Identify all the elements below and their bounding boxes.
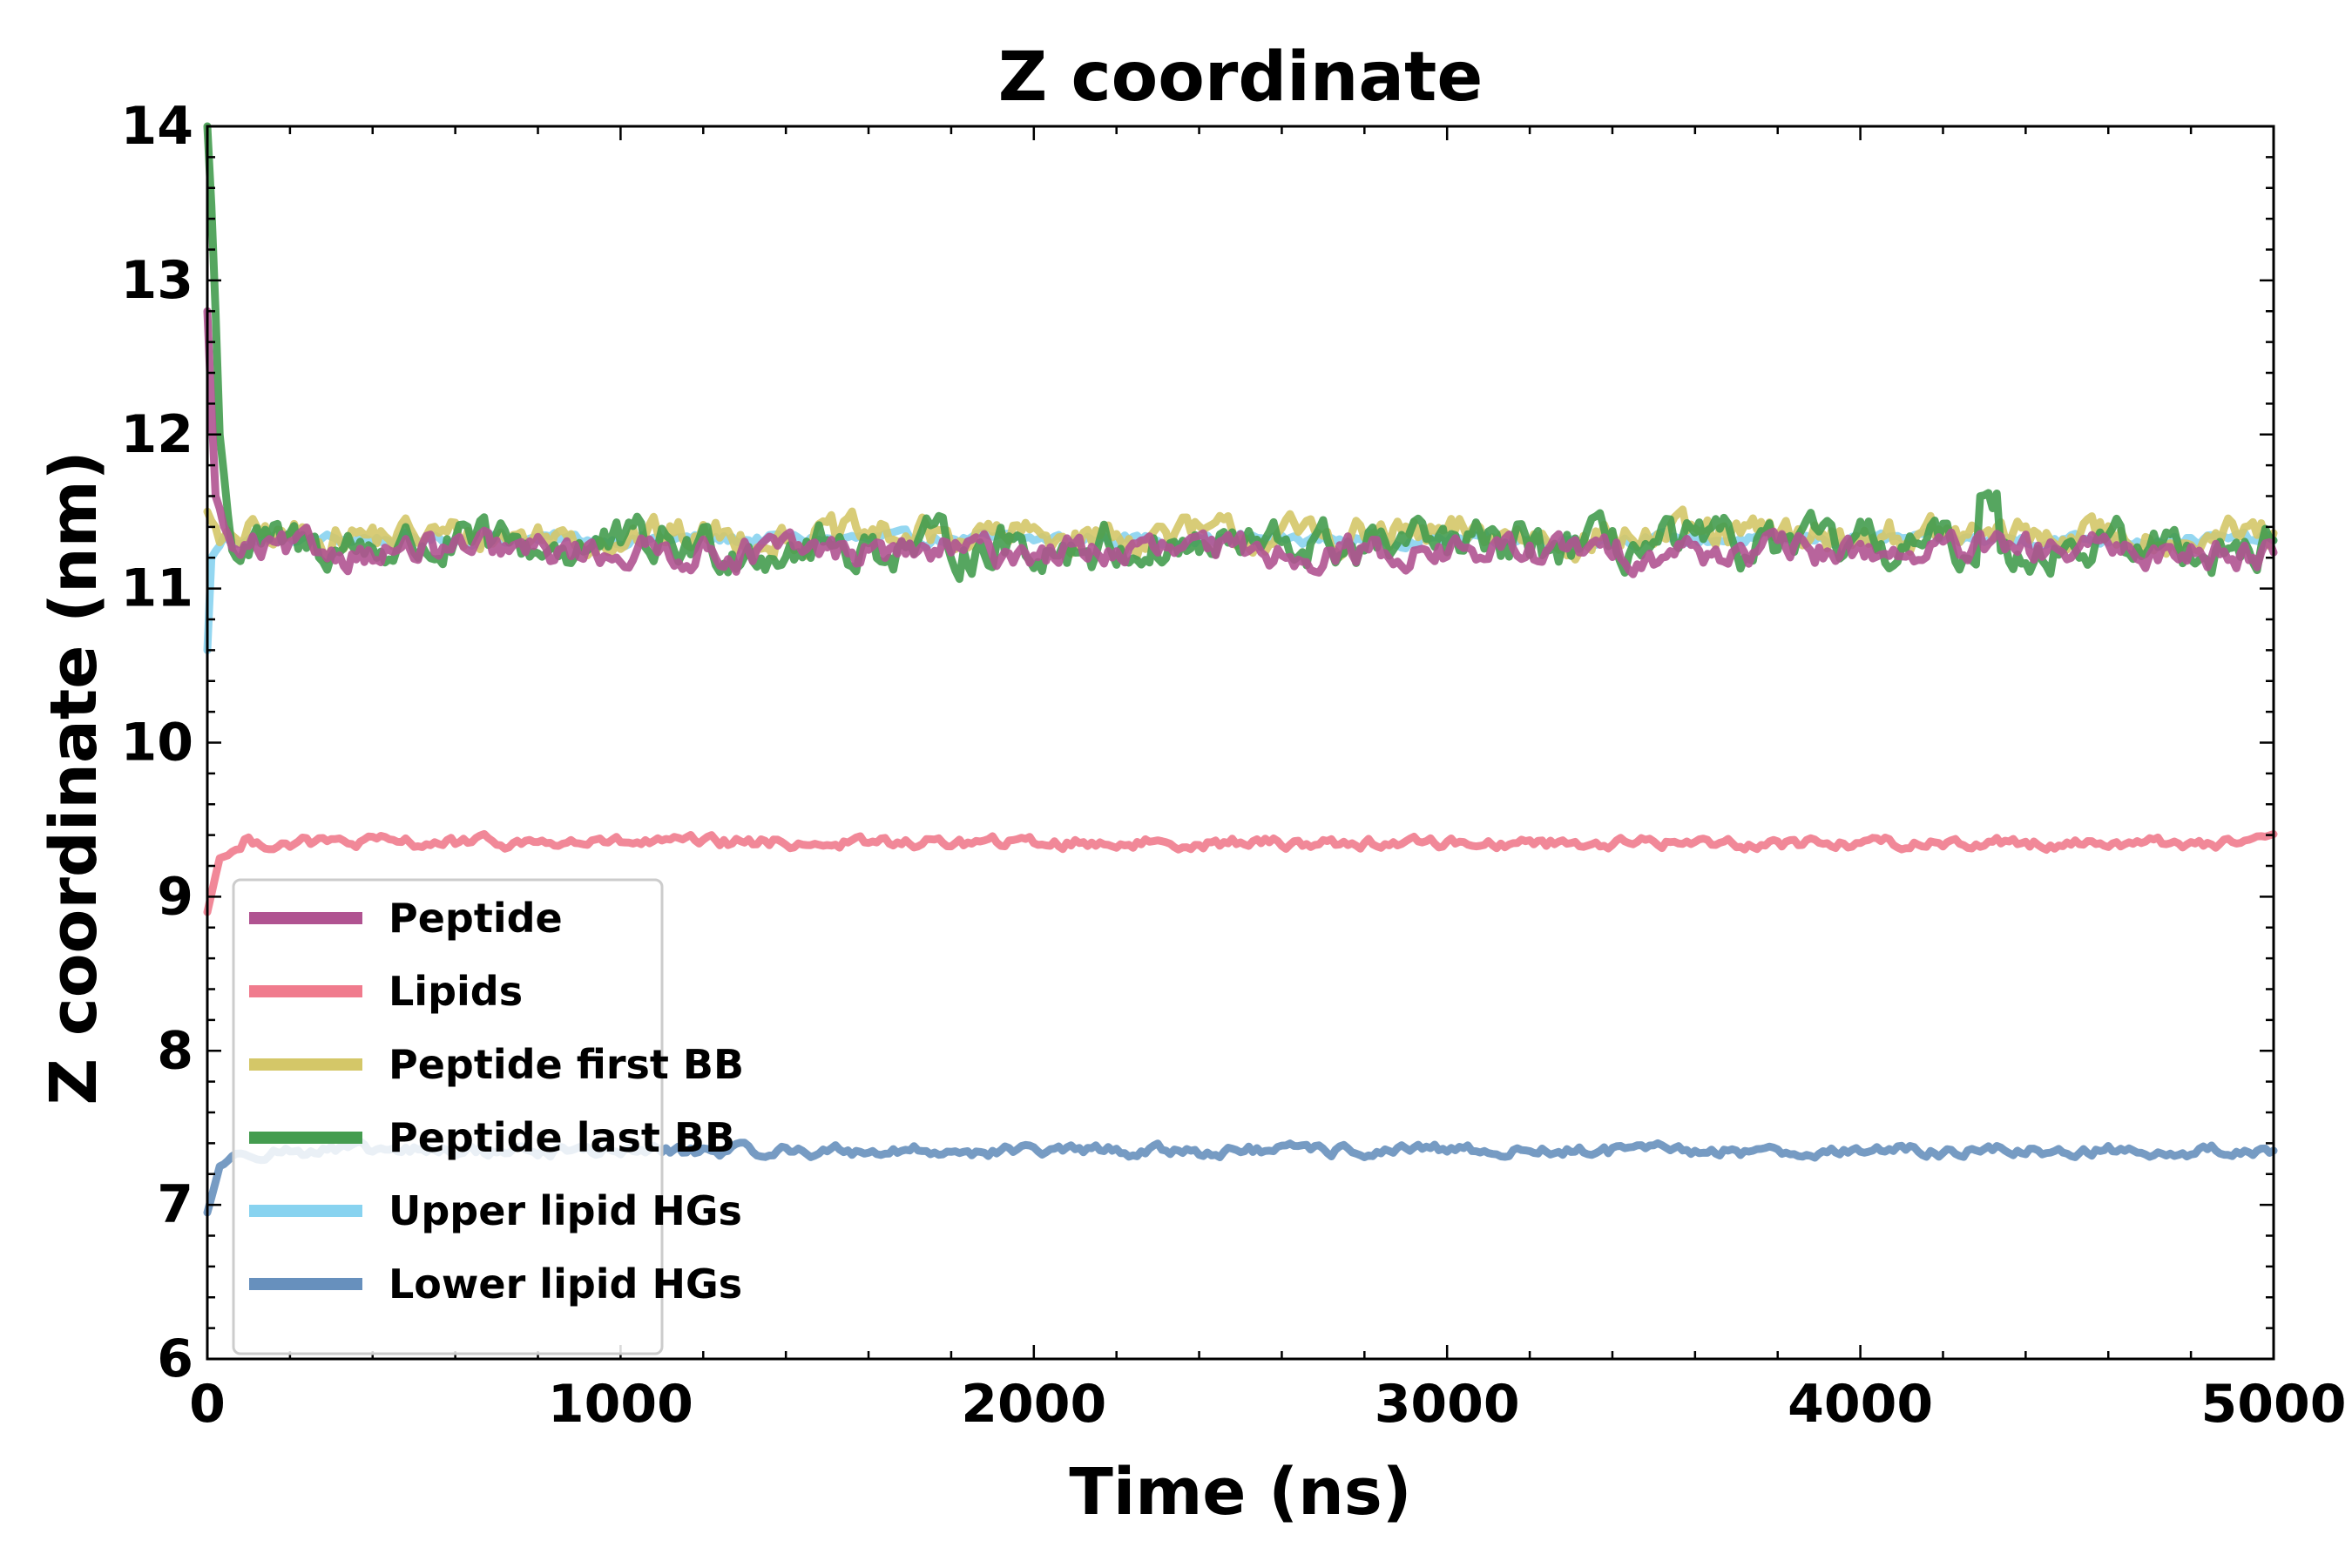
legend-label: Peptide last BB — [389, 1114, 735, 1161]
legend-label: Lipids — [389, 968, 523, 1015]
y-tick-label: 8 — [157, 1020, 193, 1081]
y-tick-label: 11 — [121, 558, 194, 619]
x-tick-label: 5000 — [2201, 1374, 2347, 1435]
legend-box — [232, 878, 664, 1355]
series-line-peptide — [203, 307, 2278, 578]
x-axis-label: Time (ns) — [1069, 1455, 1411, 1530]
chart-title: Z coordinate — [998, 38, 1484, 117]
x-tick-label: 4000 — [1788, 1374, 1933, 1435]
legend-label: Peptide first BB — [389, 1041, 744, 1088]
y-tick-label: 7 — [157, 1174, 193, 1235]
series-line-lipids — [203, 829, 2278, 916]
legend-label: Upper lipid HGs — [389, 1187, 742, 1234]
series-line-peptide-last-bb — [203, 122, 2278, 584]
y-tick-label: 10 — [121, 713, 194, 774]
x-tick-label: 2000 — [961, 1374, 1106, 1435]
x-tick-label: 1000 — [548, 1374, 693, 1435]
y-axis-label: Z coordinate (nm) — [37, 450, 112, 1105]
y-tick-label: 6 — [157, 1328, 193, 1389]
legend-label: Lower lipid HGs — [389, 1260, 742, 1308]
x-tick-label: 3000 — [1375, 1374, 1520, 1435]
legend: Peptide Lipids Peptide first BB Peptide las… — [232, 878, 744, 1355]
x-tick-label: 0 — [189, 1374, 226, 1435]
y-tick-label: 13 — [121, 250, 194, 311]
legend-label: Peptide — [389, 895, 563, 942]
ticks-layer: 0 1000 2000 3000 4000 5000 6 7 8 9 10 11 12 13 14 — [121, 96, 2347, 1435]
y-tick-label: 12 — [121, 404, 194, 465]
y-tick-label: 9 — [157, 866, 193, 927]
plot-frame — [206, 125, 2275, 1361]
y-tick-label: 14 — [121, 96, 194, 157]
